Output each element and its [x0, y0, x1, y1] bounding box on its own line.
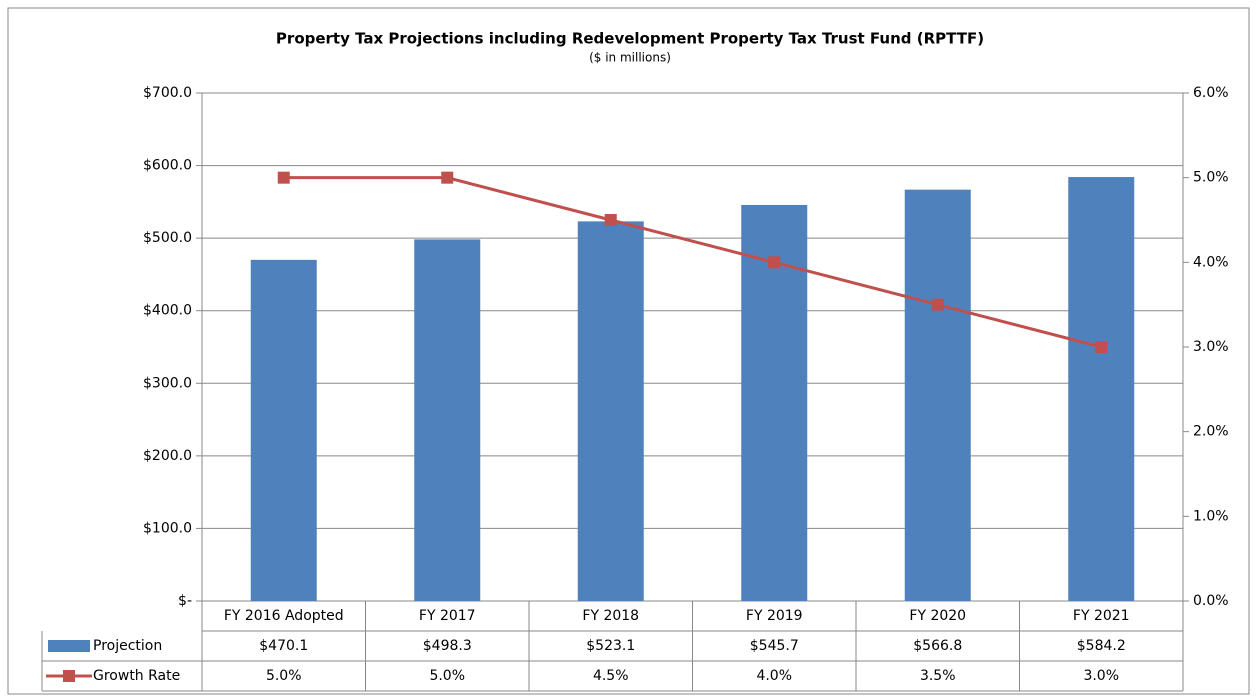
table-value: $545.7: [750, 638, 799, 654]
legend-marker: [63, 670, 75, 682]
bar: [250, 259, 317, 601]
marker: [931, 298, 944, 311]
y2-tick-label: 3.0%: [1193, 339, 1229, 355]
marker: [604, 214, 617, 226]
legend-label: Projection: [93, 638, 162, 654]
x-tick-label: FY 2019: [746, 608, 803, 624]
table-value: $498.3: [423, 638, 472, 654]
y-tick-label: $200.0: [143, 448, 192, 464]
x-tick-label: FY 2017: [419, 608, 476, 624]
legend-swatch: [48, 640, 90, 652]
bar: [577, 221, 644, 602]
x-tick-label: FY 2018: [582, 608, 639, 624]
bar: [1068, 177, 1135, 601]
table-value: 4.0%: [756, 668, 792, 684]
marker: [768, 256, 781, 269]
x-tick-label: FY 2016 Adopted: [224, 608, 344, 624]
table-value: $584.2: [1077, 638, 1126, 654]
y-tick-label: $700.0: [143, 85, 192, 101]
x-tick-label: FY 2020: [909, 608, 966, 624]
table-value: 4.5%: [593, 668, 629, 684]
chart-title: Property Tax Projections including Redev…: [276, 30, 984, 48]
y2-tick-label: 4.0%: [1193, 254, 1229, 270]
y-tick-label: $500.0: [143, 230, 192, 246]
marker: [441, 171, 454, 184]
y-tick-label: $300.0: [143, 375, 192, 391]
table-value: 3.5%: [920, 668, 956, 684]
y-tick-label: $100.0: [143, 520, 192, 536]
marker: [1095, 341, 1108, 353]
table-value: $566.8: [913, 638, 962, 654]
bar: [904, 189, 971, 601]
y-tick-label: $400.0: [143, 303, 192, 319]
table-value: 3.0%: [1083, 668, 1119, 684]
y2-tick-label: 6.0%: [1193, 85, 1229, 101]
marker: [277, 171, 290, 184]
y2-tick-label: 2.0%: [1193, 424, 1229, 440]
y-tick-label: $-: [178, 593, 192, 609]
y2-tick-label: 1.0%: [1193, 508, 1229, 524]
y2-tick-label: 5.0%: [1193, 170, 1229, 186]
table-value: 5.0%: [429, 668, 465, 684]
line: [283, 176, 1102, 349]
bar: [741, 204, 808, 601]
table-value: $523.1: [586, 638, 635, 654]
x-tick-label: FY 2021: [1073, 608, 1130, 624]
bar: [414, 239, 481, 601]
table-value: $470.1: [259, 638, 308, 654]
y2-tick-label: 0.0%: [1193, 593, 1229, 609]
legend-label: Growth Rate: [93, 668, 180, 684]
y-tick-label: $600.0: [143, 158, 192, 174]
chart-subtitle: ($ in millions): [589, 51, 671, 65]
table-value: 5.0%: [266, 668, 302, 684]
